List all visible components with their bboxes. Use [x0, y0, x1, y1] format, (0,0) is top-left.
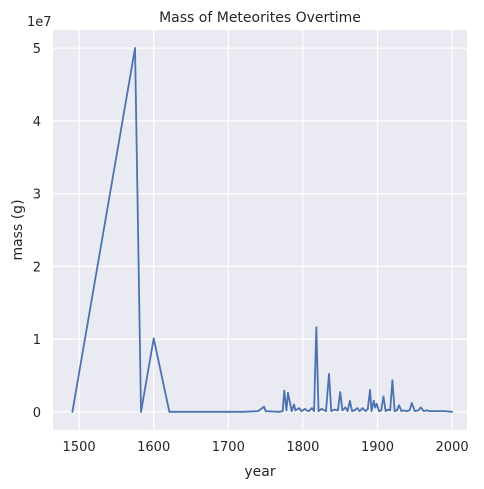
- data-point: [304, 408, 307, 410]
- data-point: [443, 410, 446, 412]
- data-point: [400, 410, 403, 412]
- data-point: [242, 410, 245, 413]
- data-point: [315, 326, 318, 329]
- x-axis-ticks: 1500 1600 1700 1800 1900 2000: [63, 440, 469, 455]
- data-point: [410, 402, 413, 404]
- data-point: [384, 410, 387, 412]
- data-point: [140, 410, 142, 413]
- data-point: [419, 406, 422, 409]
- x-tick-label: 1800: [286, 440, 319, 455]
- data-point: [152, 337, 155, 340]
- data-point: [290, 410, 293, 412]
- data-point: [374, 406, 377, 409]
- data-point: [341, 409, 344, 412]
- data-point: [405, 410, 408, 412]
- data-point: [382, 395, 385, 398]
- data-point: [353, 409, 356, 412]
- data-point: [305, 409, 308, 412]
- y-tick-label: 4: [33, 115, 41, 130]
- data-point: [364, 410, 367, 412]
- data-point: [134, 47, 136, 50]
- x-tick-label: 1900: [361, 440, 394, 455]
- data-point: [337, 409, 339, 412]
- data-point: [300, 410, 303, 412]
- data-point: [370, 410, 373, 412]
- data-point: [387, 408, 389, 411]
- data-point: [310, 407, 313, 410]
- data-point: [294, 409, 297, 412]
- data-point: [317, 410, 320, 412]
- y-tick-label: 3: [33, 188, 41, 203]
- data-point: [298, 407, 301, 410]
- data-point: [339, 391, 342, 394]
- data-point: [408, 409, 411, 412]
- x-tick-label: 1600: [137, 440, 170, 455]
- data-point: [348, 400, 351, 402]
- data-point: [391, 379, 394, 382]
- data-point: [413, 410, 416, 412]
- data-point: [307, 410, 310, 412]
- data-point: [451, 410, 453, 413]
- data-point: [320, 408, 323, 410]
- data-point: [263, 405, 266, 408]
- data-point: [389, 409, 392, 412]
- data-point: [333, 408, 336, 411]
- data-point: [285, 409, 288, 412]
- data-point: [425, 409, 428, 412]
- data-point: [351, 410, 354, 412]
- y-axis-offset-label: 1e7: [27, 15, 52, 30]
- x-axis-label: year: [244, 464, 275, 480]
- data-point: [402, 409, 405, 412]
- data-point: [71, 410, 74, 413]
- y-tick-label: 0: [33, 406, 41, 421]
- y-axis-ticks: 0 1 2 3 4 5: [33, 42, 41, 421]
- data-point: [398, 404, 401, 407]
- data-point: [417, 409, 420, 412]
- x-tick-label: 2000: [436, 440, 469, 455]
- data-point: [281, 410, 284, 412]
- data-point: [344, 406, 347, 409]
- y-tick-label: 2: [33, 260, 41, 275]
- plot-area: [53, 30, 467, 430]
- data-point: [375, 402, 378, 405]
- data-point: [278, 410, 280, 413]
- x-tick-label: 1700: [212, 440, 245, 455]
- data-point: [346, 410, 349, 412]
- y-tick-label: 1: [33, 333, 41, 348]
- chart-title: Mass of Meteorites Overtime: [159, 10, 361, 26]
- data-point: [283, 389, 286, 392]
- data-point: [358, 410, 361, 412]
- x-tick-label: 1500: [63, 440, 96, 455]
- data-point: [378, 410, 380, 412]
- data-point: [257, 410, 260, 412]
- series-group: [71, 47, 453, 413]
- data-point: [380, 409, 383, 412]
- data-point: [393, 410, 396, 412]
- data-point: [366, 408, 369, 410]
- data-point: [313, 410, 315, 412]
- data-point: [369, 389, 371, 391]
- data-point: [436, 410, 439, 412]
- data-point: [428, 410, 431, 412]
- data-point: [293, 403, 295, 406]
- data-point: [287, 392, 289, 394]
- data-point: [361, 407, 364, 410]
- data-point: [432, 410, 435, 412]
- data-point: [227, 410, 230, 413]
- data-point: [325, 410, 327, 412]
- data-point: [328, 373, 330, 375]
- data-point: [372, 400, 375, 402]
- data-point: [168, 410, 171, 413]
- data-point: [422, 410, 425, 412]
- data-point: [264, 410, 267, 412]
- y-tick-label: 5: [33, 42, 41, 57]
- y-axis-label: mass (g): [10, 199, 26, 260]
- data-point: [356, 407, 359, 410]
- data-point: [330, 410, 333, 412]
- data-point: [395, 409, 398, 412]
